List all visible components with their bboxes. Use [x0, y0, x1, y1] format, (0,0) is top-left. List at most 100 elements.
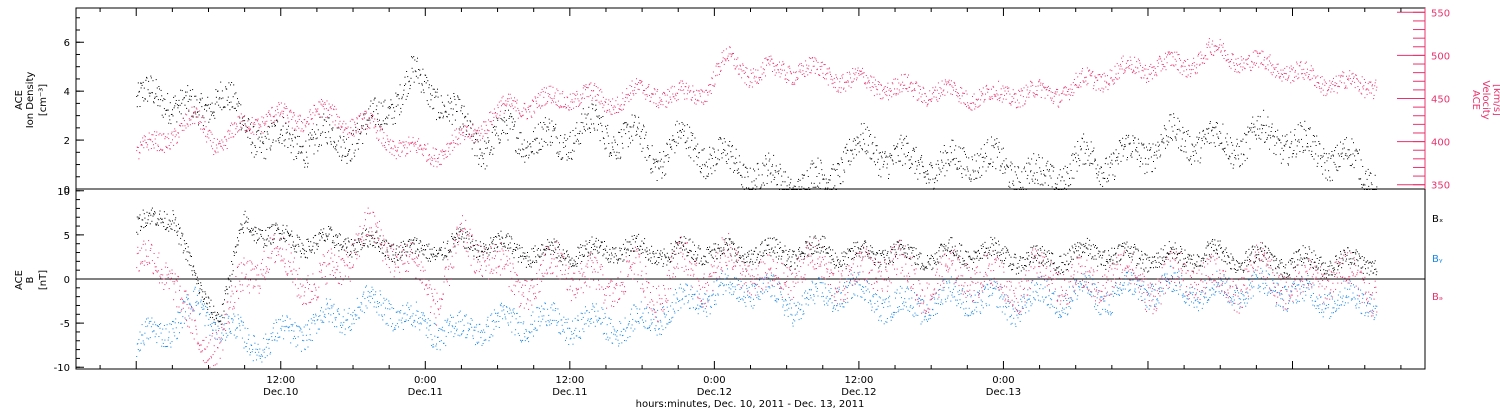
density-point-848	[595, 108, 597, 110]
velocity-point-1956	[1196, 63, 1198, 65]
by-point-83	[181, 308, 183, 310]
velocity-point-1731	[1074, 84, 1076, 86]
velocity-point-2224	[1341, 75, 1343, 77]
density-point-231	[261, 136, 263, 138]
density-point-936	[643, 126, 645, 128]
density-point-1616	[1012, 183, 1014, 185]
velocity-point-2210	[1334, 85, 1336, 87]
by-point-133	[208, 318, 210, 320]
velocity-point-1574	[989, 96, 991, 98]
velocity-point-739	[536, 107, 538, 109]
density-point-870	[607, 135, 609, 137]
density-point-1098	[731, 146, 733, 148]
density-point-598	[460, 110, 462, 112]
velocity-point-1117	[741, 70, 743, 72]
density-point-221	[256, 131, 257, 133]
density-point-224	[257, 138, 259, 140]
velocity-point-686	[508, 93, 509, 95]
velocity-point-1426	[909, 86, 911, 88]
density-point-1786	[1104, 177, 1106, 179]
density-point-567	[443, 104, 445, 106]
velocity-point-245	[269, 113, 270, 115]
velocity-point-183	[235, 128, 237, 130]
density-point-1666	[1039, 167, 1041, 169]
by-point-326	[312, 314, 314, 316]
density-point-1942	[1188, 160, 1190, 162]
velocity-point-298	[297, 115, 299, 117]
velocity-point-1563	[983, 101, 985, 103]
velocity-point-859	[601, 103, 603, 105]
velocity-point-1091	[727, 55, 729, 57]
velocity-point-784	[561, 106, 563, 108]
density-point-132	[207, 104, 209, 106]
velocity-point-2237	[1348, 75, 1350, 77]
velocity-point-1551	[976, 99, 978, 101]
velocity-point-1051	[705, 89, 707, 91]
velocity-point-40	[157, 146, 159, 147]
velocity-point-110	[195, 107, 197, 109]
velocity-point-50	[163, 133, 165, 135]
by-point-181	[234, 315, 236, 317]
density-point-2107	[1278, 138, 1280, 140]
density-point-1146	[757, 162, 759, 164]
density-point-464	[387, 107, 389, 109]
velocity-point-590	[456, 128, 457, 130]
velocity-point-1443	[918, 98, 920, 100]
by-point-163	[224, 323, 226, 324]
velocity-point-1032	[695, 103, 697, 105]
velocity-point-403	[354, 124, 356, 126]
velocity-point-1323	[853, 72, 855, 74]
density-point-81	[180, 89, 182, 91]
density-point-63	[170, 123, 172, 125]
velocity-point-142	[213, 154, 215, 155]
density-point-1717	[1066, 167, 1068, 168]
density-point-873	[609, 153, 611, 155]
velocity-point-43	[159, 132, 161, 134]
density-point-22	[148, 80, 150, 82]
by-point-300	[298, 326, 300, 328]
velocity-point-1816	[1120, 65, 1122, 67]
velocity-point-330	[315, 108, 317, 110]
velocity-point-1916	[1174, 58, 1176, 60]
by-point-5	[138, 350, 140, 352]
velocity-point-1627	[1018, 89, 1020, 91]
density-point-1477	[936, 180, 938, 182]
velocity-point-1469	[932, 87, 934, 89]
velocity-point-544	[431, 156, 433, 158]
density-point-1555	[979, 167, 980, 169]
density-point-1430	[911, 162, 913, 164]
density-point-1178	[774, 170, 776, 171]
velocity-point-1569	[986, 88, 988, 90]
density-point-1448	[921, 155, 923, 157]
velocity-point-2082	[1264, 68, 1266, 70]
velocity-point-2190	[1323, 94, 1325, 96]
density-point-1893	[1162, 141, 1164, 143]
density-point-617	[470, 127, 472, 129]
density-point-1889	[1160, 154, 1162, 156]
by-point-172	[229, 331, 231, 333]
density-point-978	[666, 142, 668, 144]
density-point-1209	[791, 189, 793, 190]
velocity-point-1473	[934, 89, 936, 91]
velocity-point-1156	[762, 68, 764, 70]
density-point-609	[466, 130, 468, 132]
density-point-1293	[837, 163, 838, 165]
density-point-1963	[1200, 157, 1202, 159]
density-point-1474	[935, 177, 937, 179]
velocity-point-1136	[751, 86, 753, 88]
velocity-point-1714	[1065, 94, 1067, 96]
density-point-1662	[1037, 179, 1038, 181]
density-point-1143	[755, 178, 757, 180]
density-point-1602	[1004, 172, 1006, 174]
velocity-point-389	[347, 133, 349, 135]
velocity-point-485	[399, 140, 401, 142]
velocity-point-1550	[976, 99, 978, 101]
velocity-point-650	[488, 130, 490, 132]
velocity-point-790	[564, 106, 566, 107]
velocity-point-1256	[817, 68, 818, 70]
density-point-178	[232, 96, 234, 98]
velocity-point-2033	[1238, 71, 1240, 73]
velocity-point-1720	[1068, 93, 1070, 95]
velocity-point-1204	[788, 65, 790, 67]
velocity-point-100	[190, 119, 192, 121]
